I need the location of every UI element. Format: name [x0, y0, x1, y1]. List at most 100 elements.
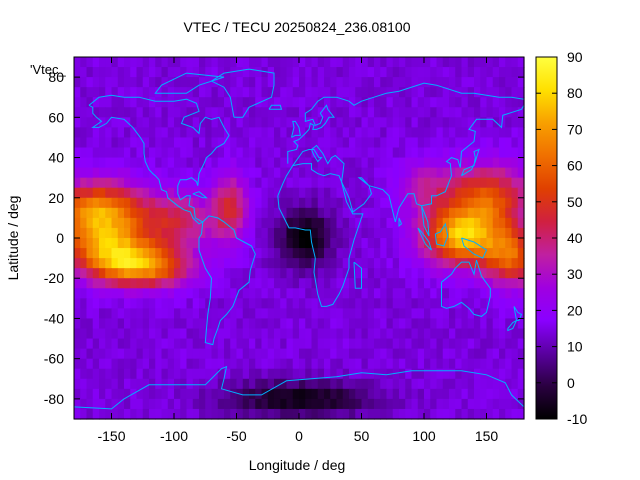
- heatmap-cell: [286, 77, 294, 88]
- heatmap-cell: [80, 288, 88, 299]
- heatmap-cell: [430, 298, 438, 309]
- heatmap-cell: [361, 217, 369, 229]
- heatmap-cell: [86, 408, 94, 420]
- heatmap-cell: [442, 368, 450, 380]
- heatmap-cell: [99, 368, 106, 380]
- heatmap-cell: [305, 288, 313, 299]
- heatmap-cell: [292, 318, 300, 330]
- heatmap-cell: [442, 207, 450, 219]
- heatmap-cell: [224, 137, 231, 149]
- heatmap-cell: [349, 127, 356, 139]
- heatmap-cell: [155, 97, 163, 108]
- heatmap-cell: [180, 197, 188, 209]
- heatmap-cell: [299, 298, 306, 309]
- heatmap-cell: [461, 338, 469, 350]
- heatmap-cell: [249, 147, 256, 159]
- heatmap-cell: [99, 298, 106, 309]
- heatmap-cell: [386, 268, 394, 279]
- heatmap-cell: [117, 217, 125, 229]
- heatmap-cell: [311, 147, 319, 159]
- heatmap-cell: [480, 227, 488, 239]
- heatmap-cell: [274, 388, 281, 400]
- heatmap-cell: [186, 318, 194, 330]
- heatmap-cell: [167, 77, 175, 88]
- heatmap-cell: [167, 238, 175, 249]
- heatmap-cell: [455, 117, 463, 128]
- heatmap-cell: [99, 318, 106, 330]
- heatmap-cell: [286, 348, 294, 360]
- heatmap-cell: [111, 388, 119, 400]
- heatmap-cell: [217, 207, 225, 219]
- heatmap-cell: [274, 338, 281, 350]
- heatmap-cell: [136, 338, 144, 350]
- heatmap-cell: [355, 408, 363, 420]
- heatmap-cell: [161, 77, 169, 88]
- heatmap-cell: [224, 398, 231, 410]
- heatmap-cell: [392, 398, 400, 410]
- heatmap-cell: [136, 197, 144, 209]
- heatmap-cell: [124, 147, 131, 159]
- heatmap-cell: [480, 248, 488, 259]
- heatmap-cell: [361, 87, 369, 98]
- heatmap-cell: [161, 117, 169, 128]
- heatmap-cell: [430, 147, 438, 159]
- heatmap-cell: [142, 87, 150, 98]
- heatmap-cell: [267, 177, 275, 189]
- heatmap-cell: [386, 97, 394, 108]
- heatmap-cell: [305, 157, 313, 169]
- heatmap-cell: [386, 227, 394, 239]
- heatmap-cell: [86, 157, 94, 169]
- heatmap-cell: [155, 388, 163, 400]
- heatmap-cell: [230, 157, 238, 169]
- heatmap-cell: [461, 318, 469, 330]
- heatmap-cell: [211, 268, 219, 279]
- heatmap-cell: [436, 157, 444, 169]
- heatmap-cell: [180, 248, 188, 259]
- heatmap-cell: [311, 107, 319, 118]
- heatmap-cell: [342, 328, 350, 340]
- heatmap-cell: [411, 157, 419, 169]
- heatmap-cell: [511, 227, 519, 239]
- heatmap-cell: [505, 258, 513, 269]
- heatmap-cell: [424, 328, 431, 340]
- heatmap-cell: [199, 368, 206, 380]
- heatmap-cell: [436, 97, 444, 108]
- heatmap-cell: [274, 308, 281, 320]
- heatmap-cell: [205, 167, 213, 179]
- heatmap-cell: [161, 378, 169, 390]
- heatmap-cell: [317, 388, 325, 400]
- heatmap-cell: [480, 358, 488, 370]
- heatmap-cell: [286, 97, 294, 108]
- heatmap-cell: [211, 147, 219, 159]
- heatmap-cell: [461, 147, 469, 159]
- heatmap-cell: [286, 298, 294, 309]
- heatmap-cell: [336, 207, 344, 219]
- heatmap-cell: [455, 378, 463, 390]
- heatmap-cell: [249, 77, 256, 88]
- heatmap-cell: [486, 388, 494, 400]
- heatmap-cell: [324, 127, 331, 139]
- heatmap-cell: [505, 378, 513, 390]
- heatmap-cell: [286, 258, 294, 269]
- heatmap-cell: [355, 117, 363, 128]
- heatmap-cell: [417, 107, 425, 118]
- heatmap-cell: [86, 268, 94, 279]
- heatmap-cell: [249, 227, 256, 239]
- heatmap-cell: [249, 187, 256, 199]
- heatmap-cell: [467, 268, 475, 279]
- heatmap-cell: [211, 217, 219, 229]
- heatmap-cell: [455, 57, 463, 68]
- heatmap-cell: [224, 197, 231, 209]
- heatmap-cell: [374, 248, 381, 259]
- heatmap-cell: [336, 298, 344, 309]
- heatmap-cell: [92, 278, 100, 289]
- heatmap-cell: [386, 57, 394, 68]
- heatmap-cell: [117, 308, 125, 320]
- heatmap-cell: [330, 187, 338, 199]
- heatmap-cell: [311, 187, 319, 199]
- heatmap-cell: [342, 227, 350, 239]
- heatmap-cell: [424, 117, 431, 128]
- heatmap-cell: [405, 378, 413, 390]
- heatmap-cell: [455, 408, 463, 420]
- heatmap-cell: [361, 127, 369, 139]
